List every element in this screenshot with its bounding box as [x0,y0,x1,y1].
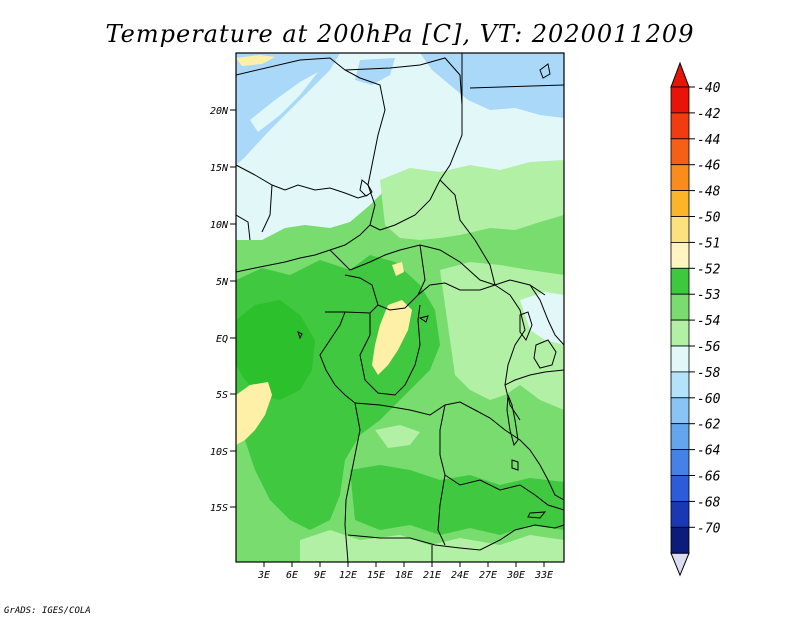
legend-label: -66 [697,470,721,485]
legend-label: -60 [697,392,721,407]
lon-label: 21E [423,570,441,581]
field-light-green-north [380,160,564,240]
legend-label: -42 [697,107,721,122]
lat-label: 15S [210,503,228,514]
field-light-blue-nw [236,53,340,165]
lat-label: 10N [210,220,229,231]
lon-label: 30E [506,570,525,581]
legend-label: -64 [697,444,720,459]
lon-label: 27E [479,570,497,581]
legend-arrow-top [670,61,690,88]
legend-swatch [670,293,690,321]
field-pale-cyan-sliver [250,72,318,132]
lat-label: 10S [210,447,228,458]
legend-label: -70 [697,521,721,536]
map-panel [236,53,564,562]
map-frame [235,52,565,563]
legend-label: -52 [697,262,721,277]
field-light-blue-ne [420,53,564,118]
legend-swatch [670,112,690,140]
lon-label: 33E [534,570,553,581]
legend-arrow-bottom [670,552,690,577]
field-light-green-south-1 [375,425,420,448]
legend-swatch [670,345,690,373]
lon-label: 3E [257,570,270,581]
legend-label: -44 [697,133,720,148]
field-dark-green-south [350,465,564,535]
legend-swatch [670,526,690,554]
field-pale-yellow-north [392,262,404,276]
legend-swatch [670,397,690,425]
field-very-dark-green-west [236,300,315,400]
legend-label: -54 [697,314,720,329]
legend-swatch [670,241,690,269]
lon-label: 15E [367,570,385,581]
legend-label: -46 [697,159,721,174]
legend-swatch [670,371,690,399]
legend-label: -58 [697,366,721,381]
field-light-blue-nw-2 [355,58,395,85]
legend-swatch [670,475,690,502]
longitude-axis: 3E 6E 9E 12E 15E 18E 21E 24E 27E 30E 33E [257,562,553,581]
lon-label: 6E [286,570,298,581]
lat-label: 20N [210,106,229,117]
legend-swatch [670,138,690,166]
legend-label: -53 [697,288,720,303]
legend-swatch [670,500,690,528]
legend-label: -40 [697,81,721,96]
lat-label: 15N [210,163,229,174]
legend-swatch [670,449,690,476]
map-title: Temperature at 200hPa [C], VT: 202001120… [106,20,695,48]
legend-label: -50 [697,211,721,226]
legend-label: -62 [697,418,721,433]
legend-swatch [670,216,690,243]
legend-swatch [670,190,690,217]
lat-label: 5N [216,277,229,288]
legend-swatch [670,164,690,191]
latitude-axis: 20N 15N 10N 5N EQ 5S 10S 15S [210,106,236,514]
legend-swatch [670,423,690,451]
legend-swatch [670,86,690,114]
lat-label: 5S [216,390,228,401]
country-borders [236,53,564,562]
legend-label: -51 [697,236,720,251]
legend-label: -56 [697,340,721,355]
lon-label: 18E [395,570,413,581]
lat-label: EQ [216,334,228,345]
legend-label: -48 [697,185,721,200]
lon-label: 24E [451,570,469,581]
lakes [297,63,557,519]
field-pale-yellow-topleft [236,55,275,66]
lon-label: 12E [339,570,357,581]
legend-label: -68 [697,495,721,510]
legend-swatch [670,319,690,347]
lon-label: 9E [314,570,326,581]
legend-swatch [670,267,690,295]
color-legend: -40 -42 -44 -46 -48 -50 -51 -52 -53 -54 -56 -58 -60 -… [670,61,721,577]
credit-text: GrADS: IGES/COLA [4,606,91,616]
field-pale-yellow-west [236,382,272,445]
field-pale-yellow-central [372,300,412,375]
